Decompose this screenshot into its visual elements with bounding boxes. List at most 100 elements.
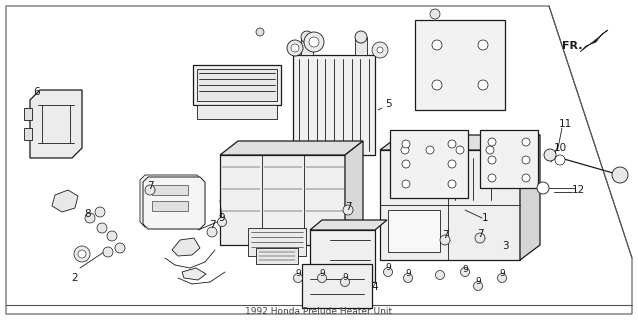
Polygon shape <box>140 175 202 227</box>
Polygon shape <box>520 135 540 260</box>
Polygon shape <box>197 105 277 119</box>
Bar <box>388 210 440 252</box>
Polygon shape <box>301 37 313 55</box>
Polygon shape <box>480 130 538 188</box>
Polygon shape <box>345 141 363 245</box>
Circle shape <box>488 156 496 164</box>
Polygon shape <box>143 177 205 229</box>
Circle shape <box>74 246 90 262</box>
Circle shape <box>475 233 485 243</box>
Circle shape <box>432 80 442 90</box>
Circle shape <box>287 40 303 56</box>
Circle shape <box>95 207 105 217</box>
Circle shape <box>612 167 628 183</box>
Polygon shape <box>182 268 206 280</box>
Circle shape <box>440 235 450 245</box>
Text: 5: 5 <box>385 99 391 109</box>
Circle shape <box>115 243 125 253</box>
Text: 1992 Honda Prelude Heater Unit: 1992 Honda Prelude Heater Unit <box>246 307 392 316</box>
Text: 8: 8 <box>85 209 91 219</box>
Circle shape <box>401 146 409 154</box>
Text: 7: 7 <box>345 202 352 212</box>
Text: 7: 7 <box>441 230 449 240</box>
Polygon shape <box>193 65 281 105</box>
Bar <box>24 128 32 140</box>
Circle shape <box>478 80 488 90</box>
Bar <box>24 108 32 120</box>
Circle shape <box>456 146 464 154</box>
Circle shape <box>304 32 324 52</box>
Polygon shape <box>30 90 82 158</box>
Text: 9: 9 <box>405 269 411 278</box>
Circle shape <box>383 268 392 276</box>
Bar <box>152 185 188 195</box>
Text: 4: 4 <box>372 282 378 292</box>
Circle shape <box>341 277 350 286</box>
Text: 9: 9 <box>319 269 325 278</box>
Polygon shape <box>220 141 363 155</box>
Text: 12: 12 <box>572 185 584 195</box>
Text: 7: 7 <box>477 229 484 239</box>
Text: 9: 9 <box>499 269 505 278</box>
Circle shape <box>145 185 155 195</box>
Circle shape <box>544 149 556 161</box>
Polygon shape <box>380 135 540 150</box>
Circle shape <box>498 274 507 283</box>
Circle shape <box>426 146 434 154</box>
Bar <box>152 201 188 211</box>
Circle shape <box>403 274 413 283</box>
Circle shape <box>430 9 440 19</box>
Text: 10: 10 <box>553 143 567 153</box>
Text: 9: 9 <box>219 213 225 223</box>
Circle shape <box>432 40 442 50</box>
Polygon shape <box>172 238 200 256</box>
Circle shape <box>402 160 410 168</box>
Polygon shape <box>197 69 277 101</box>
Circle shape <box>107 231 117 241</box>
Circle shape <box>473 282 482 291</box>
Text: 2: 2 <box>71 273 78 283</box>
Text: 7: 7 <box>209 220 215 230</box>
Text: 9: 9 <box>295 269 301 278</box>
Circle shape <box>555 155 565 165</box>
Circle shape <box>478 40 488 50</box>
Circle shape <box>537 182 549 194</box>
Circle shape <box>309 37 319 47</box>
Circle shape <box>488 174 496 182</box>
Polygon shape <box>256 248 298 264</box>
Polygon shape <box>580 30 608 52</box>
Circle shape <box>97 223 107 233</box>
Circle shape <box>301 31 313 43</box>
Polygon shape <box>390 130 468 198</box>
Polygon shape <box>415 20 505 110</box>
Circle shape <box>522 174 530 182</box>
Text: 9: 9 <box>385 263 391 273</box>
Circle shape <box>78 250 86 258</box>
Circle shape <box>256 28 264 36</box>
Circle shape <box>372 42 388 58</box>
Circle shape <box>448 160 456 168</box>
Text: 6: 6 <box>34 87 40 97</box>
Circle shape <box>343 205 353 215</box>
Polygon shape <box>310 220 387 230</box>
Circle shape <box>522 138 530 146</box>
Polygon shape <box>310 230 375 282</box>
Circle shape <box>377 47 383 53</box>
Circle shape <box>293 274 302 283</box>
Circle shape <box>486 146 494 154</box>
Polygon shape <box>248 228 306 256</box>
Circle shape <box>402 140 410 148</box>
Circle shape <box>318 274 327 283</box>
Text: 9: 9 <box>462 265 468 274</box>
Text: 11: 11 <box>558 119 572 129</box>
Text: 9: 9 <box>342 274 348 283</box>
Polygon shape <box>380 150 520 260</box>
Text: 1: 1 <box>482 213 488 223</box>
Circle shape <box>291 44 299 52</box>
Circle shape <box>103 247 113 257</box>
Text: FR.: FR. <box>561 41 582 51</box>
Polygon shape <box>293 55 375 155</box>
Polygon shape <box>52 190 78 212</box>
Polygon shape <box>6 6 632 314</box>
Circle shape <box>402 180 410 188</box>
